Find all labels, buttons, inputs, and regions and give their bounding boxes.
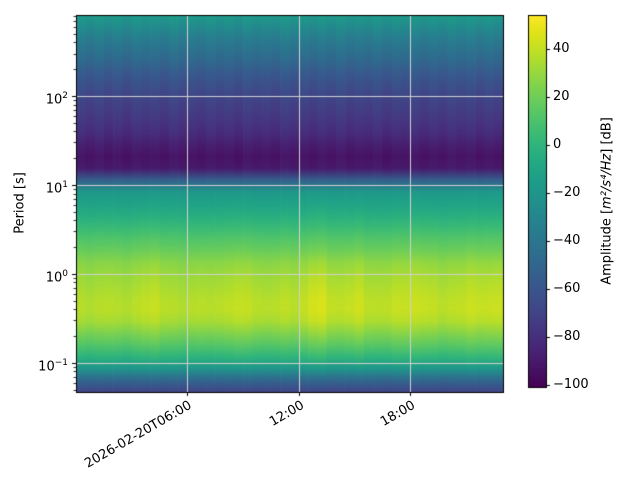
y-tick-exponent: 1	[62, 180, 68, 190]
colorbar-label-prefix: Amplitude [	[599, 208, 615, 285]
y-tick-base: 10	[45, 181, 63, 197]
colorbar-tick-neg40: −40	[553, 233, 581, 248]
y-tick-label-01s: 10−1	[8, 354, 68, 375]
y-tick-base: 10	[38, 359, 55, 375]
colorbar-tick-20: 20	[553, 89, 570, 104]
colorbar-label: Amplitude [m²/s⁴/Hz] [dB]	[600, 117, 615, 285]
colorbar-tick-neg60: −60	[553, 281, 581, 296]
colorbar-tick-neg20: −20	[553, 185, 581, 200]
colorbar-tick-0: 0	[553, 137, 562, 152]
colorbar-tick-neg100: −100	[553, 377, 589, 392]
colorbar-label-suffix: ] [dB]	[599, 117, 615, 154]
y-tick-label-1s: 100	[8, 265, 68, 286]
colorbar-label-units: m²/s⁴/Hz	[599, 153, 615, 209]
y-tick-base: 10	[45, 92, 63, 108]
y-tick-base: 10	[45, 270, 63, 286]
y-tick-label-100s: 102	[8, 87, 68, 108]
y-tick-exponent: 2	[62, 91, 68, 101]
y-tick-exponent: −1	[54, 358, 68, 368]
y-tick-exponent: 0	[62, 269, 68, 279]
colorbar-tick-neg80: −80	[553, 329, 581, 344]
colorbar-tick-40: 40	[553, 41, 570, 56]
y-tick-label-10s: 101	[8, 176, 68, 197]
